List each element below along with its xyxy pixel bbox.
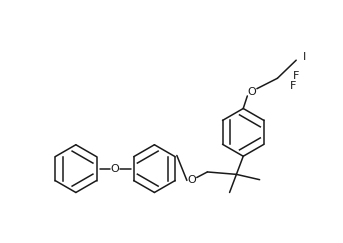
Text: F: F	[293, 71, 299, 81]
Text: I: I	[303, 52, 306, 61]
Text: F: F	[290, 81, 297, 91]
Text: O: O	[247, 87, 256, 96]
Text: O: O	[188, 175, 197, 185]
Text: O: O	[111, 164, 119, 174]
